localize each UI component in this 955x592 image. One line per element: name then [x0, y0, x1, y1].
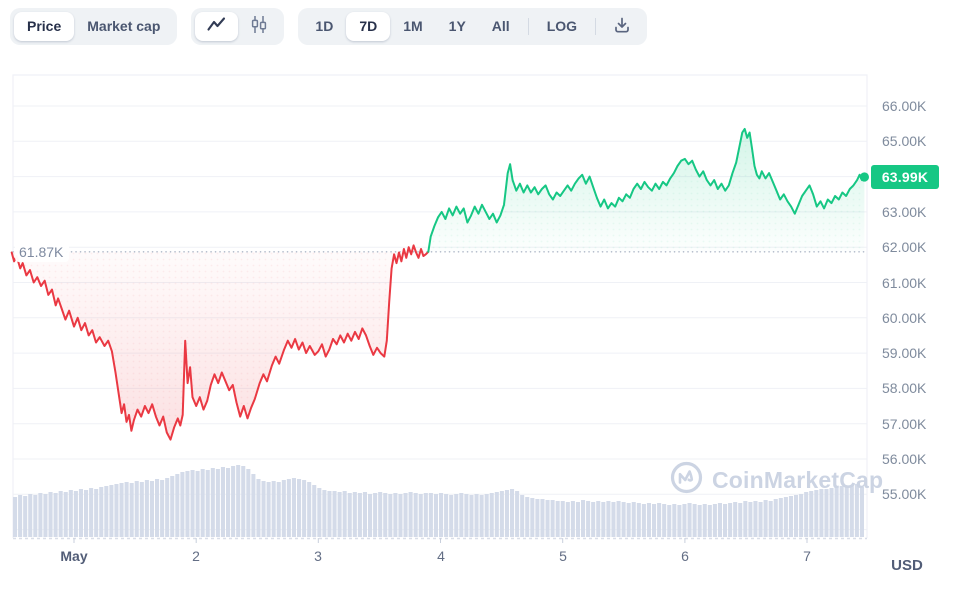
area-fills: [11, 128, 865, 440]
x-axis-label: 4: [437, 548, 445, 564]
y-axis-label: 62.00K: [882, 239, 927, 255]
y-axis-label: 57.00K: [882, 416, 927, 432]
last-price-dot: [859, 172, 870, 182]
range-all-button[interactable]: All: [479, 12, 523, 41]
y-axis-label: 63.00K: [882, 204, 927, 220]
y-axis-label: 55.00K: [882, 486, 927, 502]
x-axis-label: 6: [681, 548, 689, 564]
toolbar-divider: [527, 18, 529, 35]
metric-toggle: Price Market cap: [10, 8, 178, 45]
chart-type-toggle: [191, 8, 285, 45]
toolbar-divider: [595, 18, 597, 35]
candlestick-chart-type-button[interactable]: [238, 10, 280, 43]
range-1d-button[interactable]: 1D: [302, 12, 346, 41]
currency-unit-label: USD: [891, 557, 923, 574]
download-chart-button[interactable]: [601, 11, 643, 43]
watermark: CoinMarketCap: [670, 461, 883, 499]
range-toggle: 1D 7D 1M 1Y All LOG: [298, 8, 648, 45]
range-7d-button[interactable]: 7D: [346, 12, 391, 41]
line-chart-type-button[interactable]: [195, 12, 239, 41]
chart-toolbar: Price Market cap: [0, 0, 955, 56]
x-axis-label: 7: [803, 548, 811, 564]
x-axis-label: 2: [192, 548, 200, 564]
y-axis-label: 60.00K: [882, 310, 927, 326]
y-axis-label: 66.00K: [882, 98, 927, 114]
range-1y-button[interactable]: 1Y: [436, 12, 479, 41]
y-axis-label: 65.00K: [882, 133, 927, 149]
baseline-price-label: 61.87K: [15, 242, 70, 262]
current-price-badge: 63.99K: [871, 165, 939, 189]
watermark-label: CoinMarketCap: [712, 466, 884, 493]
y-axis-label: 61.00K: [882, 275, 927, 291]
x-axis-label: 3: [314, 548, 322, 564]
download-icon: [613, 16, 631, 38]
volume-bars: [13, 465, 864, 537]
market-cap-tab[interactable]: Market cap: [74, 12, 173, 41]
candlestick-icon: [250, 15, 268, 38]
x-axis-label: May: [60, 548, 88, 564]
y-axis-label: 56.00K: [882, 451, 927, 467]
x-axis-label: 5: [559, 548, 567, 564]
x-axis-ticks: [73, 538, 808, 543]
price-line: [10, 127, 866, 441]
y-axis-label: 58.00K: [882, 380, 927, 396]
log-scale-button[interactable]: LOG: [534, 12, 590, 41]
price-tab[interactable]: Price: [14, 12, 75, 41]
line-chart-icon: [207, 17, 226, 36]
range-1m-button[interactable]: 1M: [390, 12, 435, 41]
y-axis-label: 59.00K: [882, 345, 927, 361]
coinmarketcap-logo-icon: [670, 461, 703, 499]
